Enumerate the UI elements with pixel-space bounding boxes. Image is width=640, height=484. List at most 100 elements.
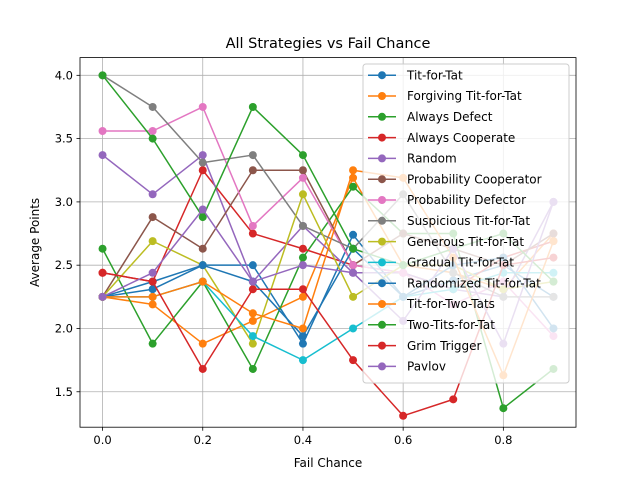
legend-marker — [378, 175, 386, 184]
legend-label: Two-Tits-for-Tat — [406, 318, 495, 332]
legend-label: Gradual Tit-for-Tat — [407, 256, 514, 270]
data-point — [248, 229, 257, 238]
data-point — [198, 205, 207, 214]
legend-marker — [378, 279, 386, 288]
data-point — [248, 261, 257, 270]
y-tick-label: 3.0 — [55, 195, 73, 209]
data-point — [298, 221, 307, 230]
data-point — [349, 230, 358, 239]
data-point — [349, 166, 358, 175]
data-point — [298, 356, 307, 365]
data-point — [148, 134, 157, 143]
x-tick-label: 0.4 — [294, 433, 312, 447]
data-point — [298, 244, 307, 253]
legend-item: Random — [368, 152, 457, 166]
x-tick-label: 0.6 — [394, 433, 412, 447]
legend-marker — [378, 133, 386, 142]
y-tick-label: 4.0 — [55, 68, 73, 82]
legend-marker — [378, 362, 386, 371]
y-tick-label: 3.5 — [55, 132, 73, 146]
data-point — [198, 244, 207, 253]
legend-marker — [378, 341, 386, 350]
data-point — [298, 261, 307, 270]
data-point — [449, 395, 458, 404]
data-point — [148, 268, 157, 277]
data-point — [198, 158, 207, 167]
data-point — [298, 332, 307, 341]
data-point — [148, 213, 157, 222]
data-point — [349, 182, 358, 191]
legend-label: Suspicious Tit-for-Tat — [407, 214, 530, 228]
x-tick-label: 0.0 — [93, 433, 111, 447]
legend-marker — [378, 300, 386, 308]
legend-marker — [378, 154, 386, 163]
data-point — [349, 268, 358, 277]
data-point — [298, 151, 307, 160]
data-point — [298, 324, 307, 333]
data-point — [198, 277, 207, 286]
data-point — [248, 339, 257, 348]
data-point — [298, 285, 307, 294]
legend-label: Tit-for-Two-Tats — [406, 297, 495, 311]
data-point — [248, 309, 257, 318]
data-point — [98, 127, 107, 136]
chart-title: All Strategies vs Fail Chance — [226, 36, 431, 52]
data-point — [298, 166, 307, 175]
legend-item: Suspicious Tit-for-Tat — [368, 214, 530, 228]
data-point — [98, 292, 107, 301]
y-tick-label: 2.0 — [55, 321, 73, 335]
legend-marker — [378, 112, 386, 121]
data-point — [298, 173, 307, 182]
data-point — [98, 244, 107, 253]
data-point — [298, 339, 307, 348]
data-point — [499, 404, 508, 413]
legend-label: Probability Cooperator — [407, 172, 542, 186]
tick-layer: 0.0 0.2 0.4 0.6 0.8 1.5 2.0 2.5 3.0 3.5 4.0 — [55, 68, 513, 447]
legend-item: Pavlov — [368, 360, 446, 374]
legend-label: Grim Trigger — [407, 339, 482, 353]
data-point — [248, 316, 257, 325]
legend-label: Probability Defector — [407, 193, 526, 207]
legend-marker — [378, 216, 386, 225]
legend-marker — [378, 92, 386, 100]
data-point — [349, 356, 358, 365]
legend-item: Generous Tit-for-Tat — [368, 235, 524, 249]
legend-label: Always Cooperate — [407, 131, 515, 145]
data-point — [148, 190, 157, 199]
x-axis-label: Fail Chance — [294, 456, 363, 470]
data-point — [198, 261, 207, 270]
legend-marker — [378, 258, 386, 267]
data-point — [248, 151, 257, 160]
data-point — [399, 411, 408, 420]
data-point — [198, 364, 207, 373]
y-tick-label: 1.5 — [55, 385, 73, 399]
data-point — [349, 292, 358, 301]
legend-marker — [378, 196, 386, 204]
legend-label: Generous Tit-for-Tat — [407, 235, 524, 249]
data-point — [349, 261, 358, 270]
legend-item: Gradual Tit-for-Tat — [368, 256, 514, 270]
data-point — [148, 285, 157, 294]
data-point — [148, 237, 157, 246]
legend-items: Tit-for-Tat Forgiving Tit-for-Tat Always D… — [368, 68, 542, 374]
legend-item: Always Defect — [368, 110, 493, 124]
data-point — [148, 277, 157, 286]
data-point — [248, 332, 257, 341]
legend-item: Probability Defector — [368, 193, 526, 207]
legend-label: Pavlov — [407, 360, 446, 374]
legend-item: Probability Cooperator — [368, 172, 542, 186]
legend-box — [362, 63, 570, 384]
legend-label: Forgiving Tit-for-Tat — [407, 89, 522, 103]
legend-label: Always Defect — [407, 110, 493, 124]
data-point — [248, 277, 257, 286]
legend-item: Always Cooperate — [368, 131, 515, 145]
data-point — [298, 190, 307, 199]
legend-item: Tit-for-Two-Tats — [368, 297, 495, 311]
data-point — [248, 285, 257, 294]
legend-item: Grim Trigger — [368, 339, 482, 353]
legend: Tit-for-Tat Forgiving Tit-for-Tat Always D… — [362, 63, 570, 384]
legend-label: Random — [407, 152, 457, 166]
data-point — [349, 244, 358, 253]
